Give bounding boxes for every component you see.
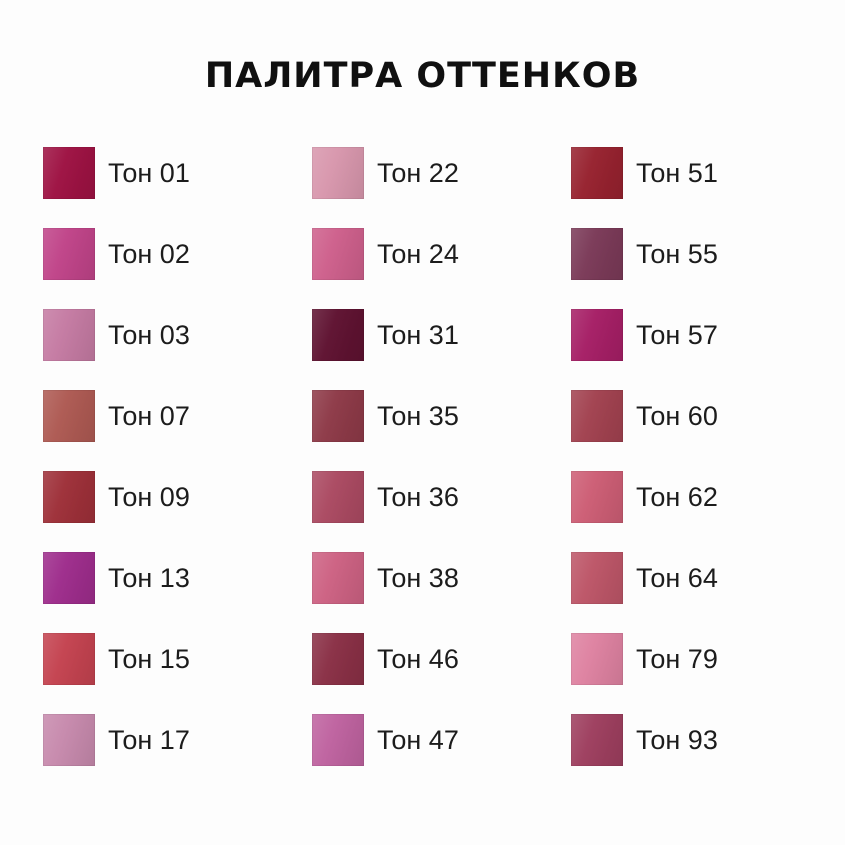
swatch-label: Тон 35 [377,400,459,431]
color-swatch [43,228,95,280]
palette-item: Тон 51 [571,147,845,199]
palette-item: Тон 01 [43,147,312,199]
color-swatch [312,471,364,523]
palette-item: Тон 02 [43,228,312,280]
swatch-label: Тон 15 [108,643,190,674]
swatch-label: Тон 22 [377,157,459,188]
swatch-label: Тон 93 [636,724,718,755]
color-swatch [312,390,364,442]
color-swatch [312,147,364,199]
color-swatch [312,633,364,685]
color-swatch [43,309,95,361]
swatch-label: Тон 24 [377,238,459,269]
swatch-label: Тон 09 [108,481,190,512]
swatch-label: Тон 07 [108,400,190,431]
palette-item: Тон 17 [43,714,312,766]
swatch-label: Тон 51 [636,157,718,188]
color-swatch [43,633,95,685]
palette-item: Тон 93 [571,714,845,766]
palette-item: Тон 35 [312,390,571,442]
swatch-label: Тон 57 [636,319,718,350]
color-swatch [43,147,95,199]
color-swatch [571,147,623,199]
palette-item: Тон 31 [312,309,571,361]
color-swatch [571,309,623,361]
swatch-label: Тон 47 [377,724,459,755]
palette-item: Тон 60 [571,390,845,442]
swatch-label: Тон 60 [636,400,718,431]
color-swatch [571,228,623,280]
color-swatch [43,471,95,523]
color-swatch [43,714,95,766]
swatch-label: Тон 36 [377,481,459,512]
swatch-label: Тон 38 [377,562,459,593]
color-swatch [571,552,623,604]
color-swatch [43,552,95,604]
color-swatch [43,390,95,442]
swatch-label: Тон 02 [108,238,190,269]
palette-grid: Тон 01 Тон 02 Тон 03 Тон 07 Тон 09 Тон 1… [43,147,845,766]
palette-item: Тон 38 [312,552,571,604]
palette-item: Тон 55 [571,228,845,280]
swatch-label: Тон 46 [377,643,459,674]
palette-item: Тон 15 [43,633,312,685]
palette-item: Тон 64 [571,552,845,604]
swatch-label: Тон 79 [636,643,718,674]
palette-item: Тон 13 [43,552,312,604]
color-swatch [571,633,623,685]
color-swatch [312,228,364,280]
swatch-label: Тон 17 [108,724,190,755]
color-swatch [571,714,623,766]
palette-item: Тон 24 [312,228,571,280]
swatch-label: Тон 31 [377,319,459,350]
color-swatch [571,471,623,523]
palette-item: Тон 07 [43,390,312,442]
swatch-label: Тон 62 [636,481,718,512]
swatch-label: Тон 01 [108,157,190,188]
palette-item: Тон 57 [571,309,845,361]
color-swatch [312,309,364,361]
page-title: ПАЛИТРА ОТТЕНКОВ [204,56,641,96]
color-swatch [312,714,364,766]
palette-item: Тон 79 [571,633,845,685]
palette-item: Тон 36 [312,471,571,523]
palette-item: Тон 09 [43,471,312,523]
swatch-label: Тон 64 [636,562,718,593]
color-swatch [571,390,623,442]
color-swatch [312,552,364,604]
swatch-label: Тон 13 [108,562,190,593]
palette-item: Тон 22 [312,147,571,199]
palette-item: Тон 03 [43,309,312,361]
palette-item: Тон 47 [312,714,571,766]
swatch-label: Тон 03 [108,319,190,350]
palette-item: Тон 62 [571,471,845,523]
palette-item: Тон 46 [312,633,571,685]
swatch-label: Тон 55 [636,238,718,269]
